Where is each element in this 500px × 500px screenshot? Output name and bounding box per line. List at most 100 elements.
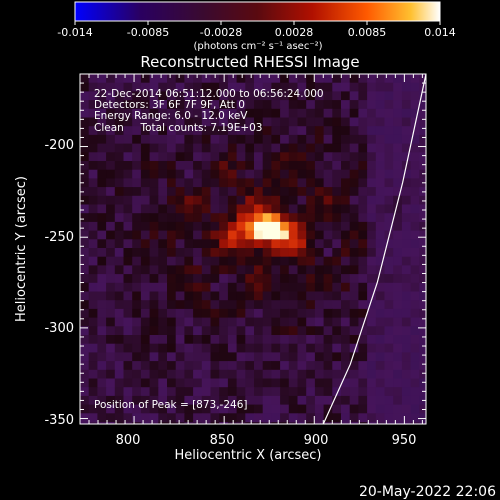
heatmap-cell bbox=[375, 308, 386, 319]
heatmap-cell bbox=[375, 361, 386, 371]
heatmap-cell bbox=[288, 126, 299, 136]
heatmap-cell bbox=[254, 221, 264, 232]
heatmap-cell bbox=[288, 387, 299, 397]
heatmap-cell bbox=[375, 143, 386, 153]
heatmap-cell bbox=[175, 404, 185, 414]
heatmap-cell bbox=[254, 369, 264, 380]
heatmap-cell bbox=[306, 317, 316, 327]
heatmap-cell bbox=[332, 265, 342, 275]
heatmap-cell bbox=[219, 187, 229, 197]
annotation-block: 22-Dec-2014 06:51:12.000 to 06:56:24.000… bbox=[94, 88, 324, 411]
heatmap-cell bbox=[332, 169, 342, 179]
heatmap-cell bbox=[288, 378, 299, 388]
heatmap-cell bbox=[184, 317, 194, 327]
heatmap-cell bbox=[132, 369, 142, 380]
heatmap-cell bbox=[245, 161, 255, 171]
heatmap-cell bbox=[271, 369, 281, 380]
heatmap-cell bbox=[97, 221, 107, 232]
heatmap-cell bbox=[158, 291, 168, 301]
heatmap-cell bbox=[175, 108, 185, 119]
heatmap-cell bbox=[410, 143, 420, 153]
heatmap-cell bbox=[367, 221, 377, 232]
heatmap-cell bbox=[367, 239, 377, 249]
heatmap-cell bbox=[88, 213, 98, 223]
heatmap-cell bbox=[201, 387, 212, 397]
heatmap-cell bbox=[227, 213, 238, 223]
heatmap-cell bbox=[323, 308, 333, 319]
heatmap-cell bbox=[280, 343, 290, 353]
heatmap-cell bbox=[184, 230, 194, 240]
heatmap-cell bbox=[167, 169, 177, 179]
heatmap-cell bbox=[97, 213, 107, 223]
heatmap-cell bbox=[271, 161, 281, 171]
heatmap-cell bbox=[271, 169, 281, 179]
heatmap-cell bbox=[123, 308, 133, 319]
heatmap-cell bbox=[97, 361, 107, 371]
y-tick-label: -350 bbox=[44, 413, 74, 428]
heatmap-cell bbox=[367, 378, 377, 388]
heatmap-cell bbox=[106, 134, 116, 145]
heatmap-cell bbox=[219, 274, 229, 284]
heatmap-cell bbox=[97, 369, 107, 380]
heatmap-cell bbox=[349, 317, 359, 327]
heatmap-cell bbox=[175, 126, 185, 136]
heatmap-cell bbox=[175, 378, 185, 388]
heatmap-cell bbox=[288, 143, 299, 153]
heatmap-cell bbox=[349, 134, 359, 145]
heatmap-cell bbox=[254, 169, 264, 179]
heatmap-cell bbox=[288, 317, 299, 327]
heatmap-cell bbox=[262, 100, 272, 110]
heatmap-cell bbox=[349, 422, 359, 424]
heatmap-cell bbox=[288, 74, 299, 84]
heatmap-cell bbox=[80, 369, 90, 380]
heatmap-cell bbox=[158, 91, 168, 101]
heatmap-cell bbox=[349, 143, 359, 153]
heatmap-cell bbox=[271, 126, 281, 136]
heatmap-cell bbox=[393, 143, 403, 153]
heatmap-cell bbox=[410, 195, 420, 206]
heatmap-cell bbox=[245, 387, 255, 397]
heatmap-cell bbox=[80, 317, 90, 327]
heatmap-cell bbox=[341, 161, 351, 171]
heatmap-cell bbox=[167, 187, 177, 197]
heatmap-cell bbox=[358, 291, 368, 301]
heatmap-cell bbox=[80, 256, 90, 266]
heatmap-cell bbox=[271, 326, 281, 336]
heatmap-cell bbox=[227, 291, 238, 301]
heatmap-cell bbox=[219, 248, 229, 258]
heatmap-cell bbox=[193, 308, 203, 319]
heatmap-cell bbox=[80, 291, 90, 301]
heatmap-cell bbox=[375, 248, 386, 258]
heatmap-cell bbox=[184, 134, 194, 145]
heatmap-cell bbox=[375, 343, 386, 353]
heatmap-cell bbox=[419, 152, 426, 162]
heatmap-cell bbox=[367, 300, 377, 310]
heatmap-cell bbox=[210, 213, 220, 223]
heatmap-cell bbox=[358, 248, 368, 258]
heatmap-cell bbox=[384, 117, 394, 127]
heatmap-cell bbox=[167, 300, 177, 310]
heatmap-cell bbox=[88, 100, 98, 110]
heatmap-cell bbox=[419, 369, 426, 380]
heatmap-cell bbox=[314, 326, 325, 336]
heatmap-cell bbox=[367, 108, 377, 119]
heatmap-cell bbox=[167, 335, 177, 345]
heatmap-cell bbox=[236, 352, 246, 362]
heatmap-cell bbox=[149, 282, 159, 293]
heatmap-cell bbox=[341, 204, 351, 214]
heatmap-cell bbox=[332, 108, 342, 119]
heatmap-cell bbox=[254, 117, 264, 127]
heatmap-cell bbox=[280, 230, 290, 240]
heatmap-cell bbox=[201, 404, 212, 414]
heatmap-cell bbox=[184, 117, 194, 127]
heatmap-cell bbox=[175, 117, 185, 127]
heatmap-cell bbox=[323, 343, 333, 353]
heatmap-cell bbox=[341, 134, 351, 145]
heatmap-cell bbox=[384, 343, 394, 353]
heatmap-cell bbox=[193, 152, 203, 162]
heatmap-cell bbox=[219, 404, 229, 414]
heatmap-cell bbox=[297, 230, 307, 240]
heatmap-cell bbox=[245, 282, 255, 293]
heatmap-cell bbox=[280, 308, 290, 319]
heatmap-cell bbox=[358, 152, 368, 162]
